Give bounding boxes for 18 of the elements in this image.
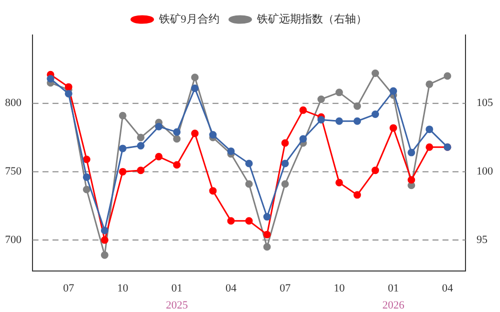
y2-tick-label: 105 — [476, 97, 494, 110]
y-tick-label: 800 — [5, 97, 22, 110]
y-tick-label: 700 — [5, 234, 22, 246]
x-tick-label: 01 — [388, 282, 399, 294]
x-tick-label: 04 — [225, 282, 237, 294]
legend-label: 铁矿9月合约 — [158, 12, 220, 26]
text: 2025 — [166, 299, 188, 312]
legend-label: 铁矿远期指数（右轴） — [256, 12, 367, 26]
x-tick-label: 07 — [280, 282, 292, 294]
y2-tick-label: 100 — [476, 166, 494, 178]
x-tick-label: 10 — [334, 282, 346, 294]
text: 2026 — [382, 299, 405, 312]
y2-tick-label: 95 — [476, 234, 488, 246]
x-tick-label: 10 — [117, 282, 129, 294]
x-tick-label: 04 — [442, 282, 454, 294]
x-tick-label: 01 — [171, 282, 182, 294]
y-tick-label: 750 — [5, 166, 22, 178]
x-tick-label: 07 — [63, 282, 75, 294]
